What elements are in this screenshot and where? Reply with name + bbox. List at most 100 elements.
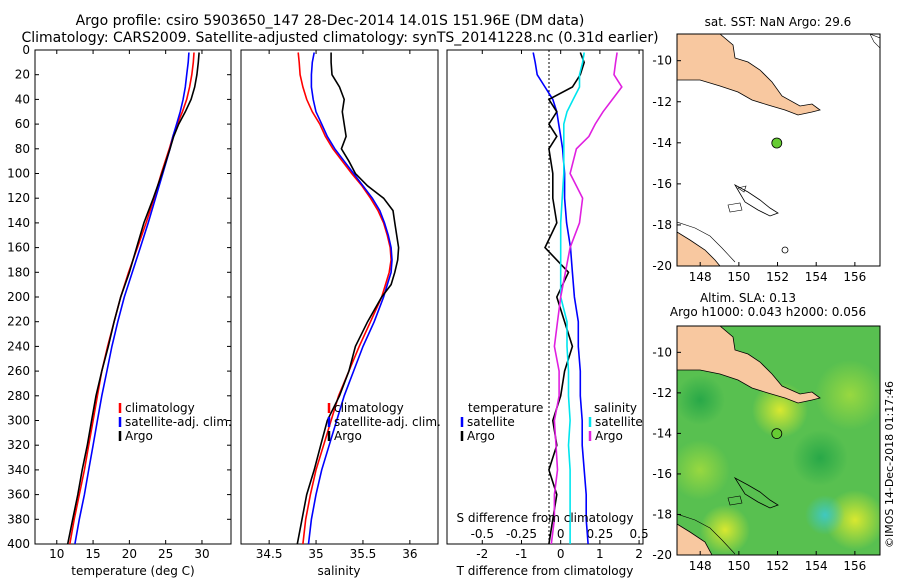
reef-outline <box>733 476 779 509</box>
map-lon-tick-label: 156 <box>843 270 866 284</box>
temperature-tick-label: 30 <box>194 547 209 561</box>
map-lon-tick-label: 154 <box>805 559 828 573</box>
depth-tick-label: 260 <box>7 364 30 378</box>
map-lat-tick-label: -12 <box>652 386 672 400</box>
s-diff-satellite-line <box>559 52 585 544</box>
reef-outline <box>733 183 779 217</box>
sla-field <box>700 505 750 555</box>
papua-new-guinea-land <box>677 326 821 404</box>
map-lon-tick-label: 152 <box>766 270 789 284</box>
legend-label: satellite-adj. clim. <box>125 415 232 429</box>
difference-legend: temperature salinitysatelliteArgosatellit… <box>460 401 643 443</box>
map-lon-tick-label: 156 <box>843 559 866 573</box>
legend-label: satellite <box>467 415 515 429</box>
depth-tick-label: 220 <box>7 315 30 329</box>
shelf-outline <box>677 221 736 263</box>
temperature-tick-label: 20 <box>122 547 137 561</box>
depth-tick-label: 360 <box>7 488 30 502</box>
temperature-panel: 0204060801001201401601802002202402602803… <box>7 43 643 578</box>
depth-tick-label: 280 <box>7 389 30 403</box>
australia-land <box>677 523 713 555</box>
map-lat-tick-label: -20 <box>652 548 672 562</box>
argo-salinity-line <box>296 52 400 544</box>
s-difference-tick-label: -0.25 <box>506 527 537 541</box>
legend-label: climatology <box>334 401 404 415</box>
s-difference-tick-label: 0.25 <box>587 527 614 541</box>
figure-title-line2: Climatology: CARS2009. Satellite-adjuste… <box>21 30 658 46</box>
map-lon-tick-label: 154 <box>805 270 828 284</box>
sla-map-subtitle: Argo h1000: 0.043 h2000: 0.056 <box>670 305 866 319</box>
sst-map-frame <box>676 33 881 267</box>
sst-map-title: sat. SST: NaN Argo: 29.6 <box>705 15 852 29</box>
temperature-tick-label: 10 <box>49 547 64 561</box>
reef-outline <box>727 202 743 213</box>
map-lat-tick-label: -12 <box>652 95 672 109</box>
map-lon-tick-label: 150 <box>727 559 750 573</box>
salinity-lines <box>296 52 400 544</box>
depth-tick-label: 80 <box>15 142 30 156</box>
depth-tick-label: 200 <box>7 290 30 304</box>
depth-tick-label: 380 <box>7 512 30 526</box>
map-lat-tick-label: -10 <box>652 345 672 359</box>
sla-field <box>677 375 725 425</box>
difference-x-axis: -2 -1 0 1 2 -0.5 -0.25 0 0.25 0.5 <box>471 50 649 561</box>
depth-tick-label: 320 <box>7 438 30 452</box>
salinity-tick-label: 35.5 <box>350 547 377 561</box>
map-lat-tick-label: -20 <box>652 259 672 273</box>
difference-tick-label: -1 <box>515 547 527 561</box>
salinity-tick-label: 34.5 <box>256 547 283 561</box>
temperature-tick-label: 15 <box>85 547 100 561</box>
map-lat-tick-label: -14 <box>652 136 672 150</box>
difference-tick-label: 2 <box>635 547 643 561</box>
difference-panel: -2 -1 0 1 2 -0.5 -0.25 0 0.25 0.5 temperature sali… <box>446 49 649 578</box>
depth-tick-label: 160 <box>7 241 30 255</box>
salinity-tick-label: 36 <box>402 547 417 561</box>
satellite-temperature-line <box>74 52 190 544</box>
argo-temperature-line <box>66 52 200 544</box>
depth-tick-label: 180 <box>7 265 30 279</box>
depth-tick-label: 300 <box>7 414 30 428</box>
sst-map: sat. SST: NaN Argo: 29.6 148 150 152 154 156… <box>652 15 881 284</box>
imos-credit: ©IMOS 14-Dec-2018 01:17:46 <box>883 381 896 548</box>
legend-label: satellite <box>595 415 643 429</box>
legend-label: Argo <box>467 429 495 443</box>
depth-tick-label: 20 <box>15 68 30 82</box>
difference-tick-label: 1 <box>596 547 604 561</box>
s-difference-tick-label: -0.5 <box>471 527 494 541</box>
temperature-xlabel: temperature (deg C) <box>71 564 194 578</box>
map-lat-tick-label: -18 <box>652 507 672 521</box>
sla-field <box>792 430 848 486</box>
depth-tick-label: 60 <box>15 117 30 131</box>
depth-tick-label: 400 <box>7 537 30 551</box>
map-lon-tick-label: 152 <box>766 559 789 573</box>
map-lon-tick-label: 148 <box>689 559 712 573</box>
depth-tick-label: 140 <box>7 216 30 230</box>
map-lat-tick-label: -10 <box>652 54 672 68</box>
figure-title-line1: Argo profile: csiro 5903650_147 28-Dec-2… <box>76 13 585 29</box>
reef-outline <box>737 185 747 193</box>
island-outline <box>869 34 880 49</box>
t-difference-xlabel: T difference from climatology <box>456 564 634 578</box>
depth-tick-label: 240 <box>7 339 30 353</box>
legend-label: satellite-adj. clim. <box>334 415 441 429</box>
depth-tick-label: 120 <box>7 191 30 205</box>
map-lat-tick-label: -14 <box>652 426 672 440</box>
climatology-salinity-line <box>297 52 392 544</box>
sla-map-frame <box>676 325 881 556</box>
sla-field <box>815 360 880 430</box>
depth-tick-label: 100 <box>7 167 30 181</box>
map-lon-tick-label: 148 <box>689 270 712 284</box>
reef-outline <box>727 495 743 506</box>
salinity-xlabel: salinity <box>317 564 360 578</box>
legend-title: temperature <box>468 401 543 415</box>
map-lon-tick-label: 150 <box>727 270 750 284</box>
sst-map-axes: 148 150 152 154 156 -10 -12 -14 -16 -18 -20 <box>652 54 866 284</box>
temperature-lines <box>66 52 200 544</box>
argo-float-marker <box>771 137 783 149</box>
legend-label: climatology <box>125 401 195 415</box>
s-difference-tick-label: 0.5 <box>630 527 649 541</box>
temperature-axes-box <box>34 49 232 545</box>
sla-field <box>677 440 730 500</box>
